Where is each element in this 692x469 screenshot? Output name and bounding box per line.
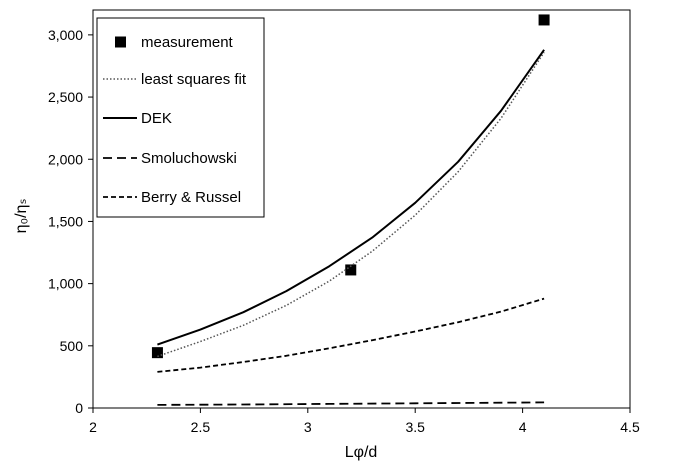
x-tick-label: 3 xyxy=(304,419,312,435)
y-tick-label: 1,500 xyxy=(48,213,83,229)
smoluchowski-line xyxy=(157,401,545,406)
y-axis-label: η₀/ηₛ xyxy=(13,199,30,234)
legend: measurement least squares fit DEK Smoluchow… xyxy=(96,17,265,218)
x-tick-label: 4 xyxy=(519,419,527,435)
x-tick-label: 2.5 xyxy=(191,419,211,435)
legend-label-smoluchowski: Smoluchowski xyxy=(141,150,237,167)
y-tick-label: 2,000 xyxy=(48,151,83,167)
berry-russel-line xyxy=(157,297,545,373)
measurement-point xyxy=(538,14,550,26)
measurement-point xyxy=(345,264,357,276)
least-squares-fit-line xyxy=(157,51,545,358)
measurement-point xyxy=(151,347,163,359)
y-tick-label: 1,000 xyxy=(48,276,83,292)
x-axis-label: Lφ/d xyxy=(345,444,378,461)
series-layer xyxy=(151,14,550,406)
legend-label-measurement: measurement xyxy=(141,34,234,51)
y-tick-label: 0 xyxy=(75,400,83,416)
legend-label-least-squares-fit: least squares fit xyxy=(141,71,247,88)
x-tick-label: 2 xyxy=(89,419,97,435)
x-axis: 2 2.5 3 3.5 4 4.5 xyxy=(89,408,640,435)
y-tick-label: 2,500 xyxy=(48,89,83,105)
dek-line xyxy=(157,49,545,346)
y-tick-label: 500 xyxy=(60,338,84,354)
x-tick-label: 4.5 xyxy=(620,419,640,435)
legend-label-dek: DEK xyxy=(141,110,172,127)
legend-label-berry-russel: Berry & Russel xyxy=(141,189,241,206)
legend-swatch-measurement xyxy=(115,36,126,48)
x-tick-label: 3.5 xyxy=(405,419,425,435)
y-axis: 0 500 1,000 1,500 2,000 2,500 3,000 xyxy=(48,27,93,416)
y-tick-label: 3,000 xyxy=(48,27,83,43)
